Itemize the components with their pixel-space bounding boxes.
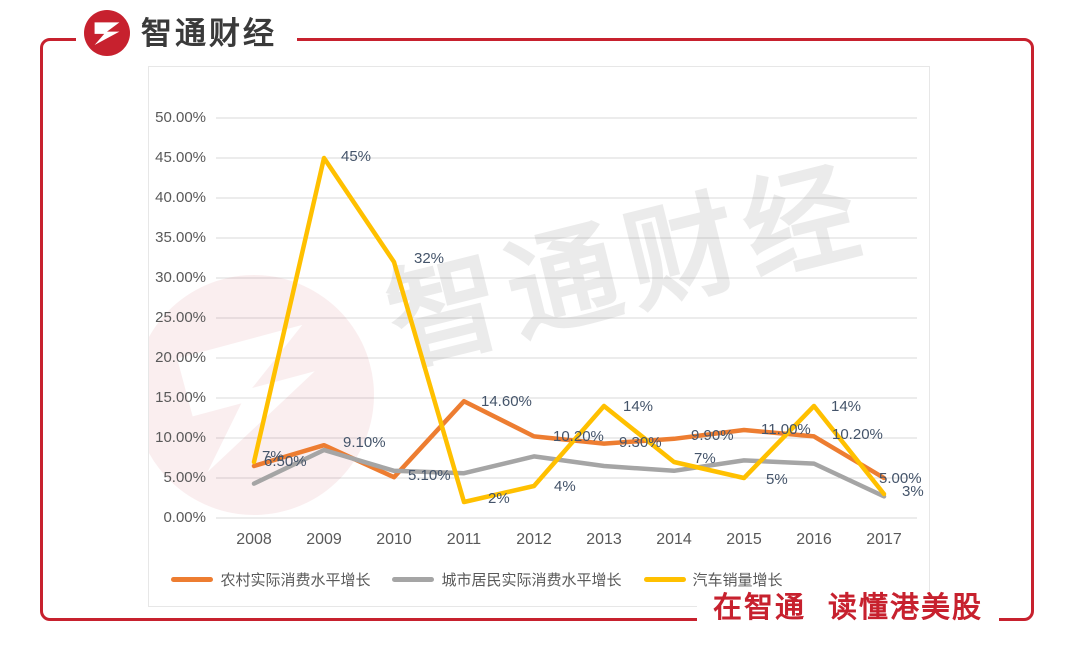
y-axis-tick: 30.00% (155, 269, 206, 286)
x-axis-tick: 2010 (376, 531, 412, 548)
y-axis-tick: 5.00% (163, 469, 206, 486)
legend-swatch-icon (171, 577, 214, 582)
brand-name: 智通财经 (141, 15, 277, 51)
data-label: 5% (766, 471, 788, 488)
y-axis-tick: 50.00% (155, 109, 206, 126)
x-axis-tick: 2013 (586, 531, 622, 548)
legend-label: 农村实际消费水平增长 (220, 572, 371, 589)
data-label: 11.00% (761, 421, 811, 438)
legend-swatch-icon (392, 577, 435, 582)
y-axis-tick: 0.00% (163, 509, 206, 526)
y-axis-tick: 25.00% (155, 309, 206, 326)
decorative-frame (40, 38, 1034, 621)
data-label: 5.00% (879, 470, 922, 487)
data-label: 32% (414, 250, 445, 267)
data-label: 14.60% (481, 393, 532, 411)
y-axis-tick: 35.00% (155, 229, 206, 246)
x-axis-tick: 2017 (866, 531, 902, 548)
legend-swatch-icon (643, 577, 686, 582)
series-line (251, 155, 887, 505)
zhitong-logo-icon (84, 10, 130, 56)
y-axis-tick: 40.00% (155, 189, 206, 206)
chart-legend: 农村实际消费水平增长 城市居民实际消费水平增长 汽车销量增长 (149, 569, 867, 590)
chart-series (251, 155, 887, 505)
brand-slogan: 在智通 读懂港美股 (697, 591, 1000, 631)
data-label: 4% (554, 478, 576, 495)
data-label: 9.30% (619, 433, 662, 451)
legend-label: 汽车销量增长 (692, 572, 783, 589)
data-label: 2% (488, 490, 510, 507)
x-axis-tick: 2009 (306, 531, 342, 548)
y-axis-tick: 45.00% (155, 149, 206, 166)
data-label: 3% (902, 483, 924, 500)
data-label: 5.10% (408, 467, 451, 485)
legend-item: 汽车销量增长 (643, 569, 783, 590)
legend-label: 城市居民实际消费水平增长 (441, 572, 622, 589)
x-axis-tick: 2011 (446, 531, 482, 548)
data-label: 7% (694, 450, 716, 467)
data-label: 14% (623, 398, 654, 415)
x-axis-tick: 2012 (516, 531, 552, 548)
legend-item: 农村实际消费水平增长 (171, 569, 370, 590)
x-axis-tick: 2008 (236, 531, 272, 548)
y-axis-tick: 15.00% (155, 389, 206, 406)
legend-item: 城市居民实际消费水平增长 (392, 569, 622, 590)
data-label: 7% (262, 448, 284, 465)
line-chart: 智通财经 6.50% 9.10% 5.10% 14.60% 10.20% 9.30% 9.9… (148, 66, 930, 607)
data-label: 45% (341, 148, 372, 165)
brand-logo: 智通财经 (76, 6, 297, 60)
data-label: 9.90% (691, 426, 734, 444)
data-label: 10.20% (832, 426, 883, 444)
data-label: 10.20% (553, 428, 604, 446)
y-axis-tick: 10.00% (155, 429, 206, 446)
data-label: 14% (831, 398, 862, 415)
x-axis-tick: 2016 (796, 531, 832, 548)
x-axis-tick: 2015 (726, 531, 762, 548)
series-line (251, 447, 887, 499)
x-axis-tick: 2014 (656, 531, 692, 548)
data-label: 9.10% (343, 434, 386, 452)
y-axis-tick: 20.00% (155, 349, 206, 366)
data-label: 6.50% (264, 453, 307, 470)
